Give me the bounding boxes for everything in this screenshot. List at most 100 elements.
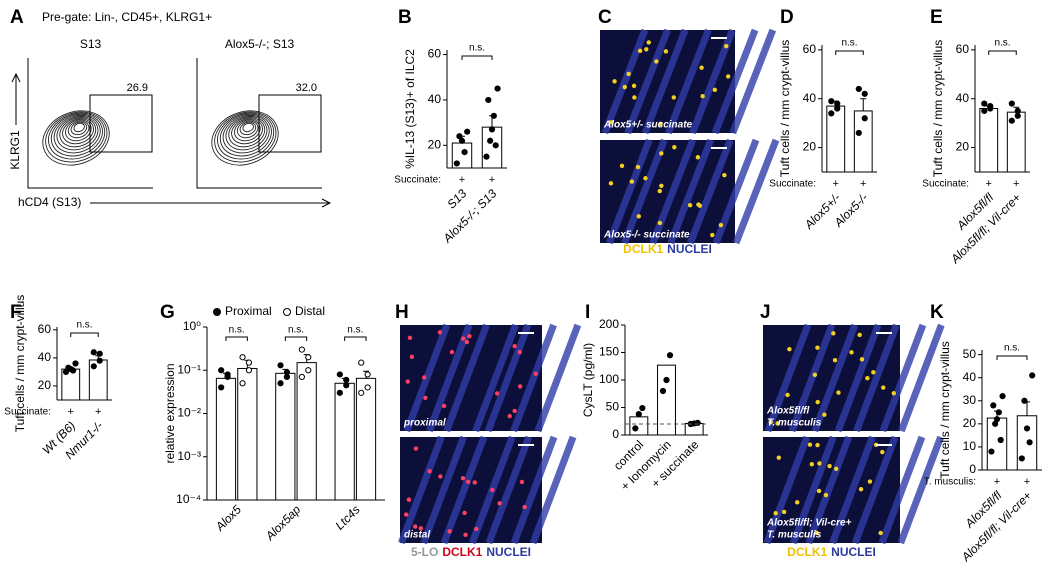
micrograph-label: proximal [403, 418, 446, 429]
data-point [997, 436, 1004, 444]
tuft-cell [412, 524, 418, 529]
tuft-cell [657, 188, 662, 194]
villus [510, 435, 558, 545]
data-point [358, 389, 365, 396]
tuft-cell [880, 449, 885, 455]
data-point [277, 380, 284, 387]
panel-letter: C [598, 7, 612, 28]
villus [805, 435, 853, 545]
bar [826, 105, 846, 173]
error-bar [860, 98, 867, 111]
tuft-cell [891, 391, 896, 396]
data-point [305, 354, 312, 361]
tuft-cell [629, 179, 635, 184]
data-point [981, 107, 988, 115]
tuft-cell [671, 95, 676, 100]
tuft-cell [858, 487, 864, 492]
tuft-cell [449, 349, 455, 355]
x-mark: + [860, 178, 866, 190]
tuft-cell [418, 526, 424, 531]
bar [629, 416, 649, 436]
tuft-cell [422, 375, 427, 380]
tuft-cell [631, 83, 637, 89]
tuft-cell [474, 526, 479, 532]
tuft-cell [659, 151, 664, 156]
villus [398, 435, 445, 545]
data-point [1029, 372, 1036, 379]
data-point [828, 98, 835, 105]
villus [732, 138, 780, 245]
tuft-cell [441, 403, 447, 409]
tuft-cell [438, 474, 443, 479]
flow-contour [50, 113, 103, 157]
y-axis-label: relative expression [163, 363, 177, 463]
tuft-cell [827, 463, 832, 469]
tuft-cell [718, 222, 724, 228]
y-axis-label: Tuft cells / mm crypt-villus [938, 341, 952, 479]
data-point [343, 382, 350, 389]
y-tick-label: 20 [956, 140, 970, 154]
data-point [343, 376, 350, 383]
category-label: Ltc4s [333, 502, 363, 532]
villus [420, 435, 467, 545]
flow-contour [65, 119, 92, 142]
tuft-cell [776, 455, 781, 460]
tuft-cell [815, 345, 820, 350]
flow-contour [225, 116, 268, 151]
flow-title: Alox5-/-; S13 [225, 37, 295, 51]
data-point [72, 360, 79, 367]
tuft-cell [517, 349, 522, 355]
y-axis-label: Tuft cells / mm crypt-villus [778, 40, 792, 178]
tuft-cell [497, 501, 502, 506]
data-point [666, 352, 674, 359]
data-point [494, 85, 501, 92]
data-point [245, 359, 253, 366]
tuft-cell [781, 509, 787, 515]
y-tick-label: 60 [956, 42, 970, 56]
villus [897, 435, 944, 545]
tuft-cell [787, 347, 792, 352]
y-axis-label: CysLT (pg/ml) [581, 343, 595, 417]
y-tick-label: 40 [803, 91, 817, 105]
tuft-cell [687, 202, 693, 208]
tuft-cell [699, 65, 704, 70]
tuft-cell [437, 330, 443, 335]
villus [649, 138, 697, 245]
flow-contour [59, 117, 97, 148]
villus [641, 28, 689, 135]
y-tick-label: 60 [803, 42, 817, 56]
x-prefix: Succinate: [4, 407, 51, 418]
tuft-cell [722, 173, 727, 178]
flow-contour [62, 118, 94, 145]
panel-letter: G [160, 302, 175, 323]
villus [510, 323, 557, 433]
data-point [336, 371, 343, 378]
micrograph-label: T. musculis [767, 418, 822, 429]
tuft-cell [406, 497, 412, 502]
micrograph-label: Alox5fl/fl [766, 406, 809, 417]
y-axis-label: Tuft cells / mm crypt-villus [13, 295, 27, 433]
tuft-cell [815, 442, 820, 448]
data-point [456, 133, 463, 140]
data-point [987, 102, 994, 110]
x-mark: + [1024, 476, 1030, 488]
y-tick-label: 40 [963, 370, 977, 384]
y-tick-label: 150 [599, 345, 619, 359]
flow-contour [214, 111, 277, 163]
data-point [632, 425, 639, 432]
tuft-cell [519, 479, 525, 485]
legend-marker [283, 308, 291, 316]
data-point [990, 402, 997, 409]
data-point [988, 448, 995, 455]
legend-label: Proximal [225, 304, 272, 318]
data-point [834, 100, 841, 107]
data-point [65, 364, 72, 371]
data-point [336, 389, 343, 396]
tuft-cell [775, 421, 780, 426]
stain-name: 5-LO [411, 545, 438, 559]
tuft-cell [657, 220, 663, 226]
data-point [659, 387, 667, 395]
y-tick-label: 20 [428, 137, 442, 151]
data-point [490, 112, 497, 119]
villus [729, 28, 777, 135]
